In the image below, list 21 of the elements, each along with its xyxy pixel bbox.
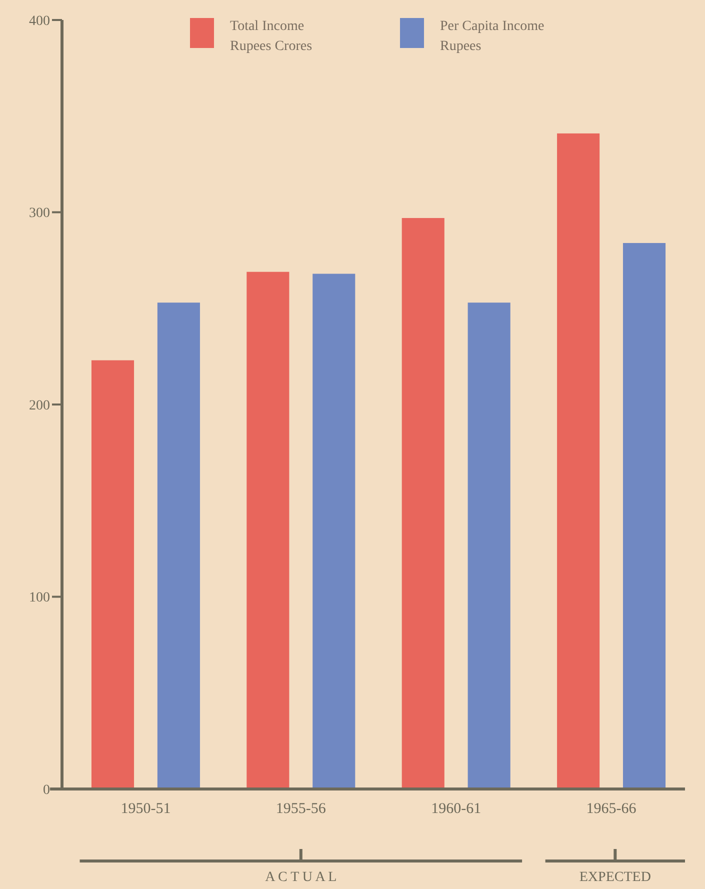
bar: [91, 360, 134, 789]
bar: [468, 302, 510, 789]
bar: [622, 243, 666, 789]
y-tick-label: 400: [29, 14, 50, 29]
text: A C T U A L: [265, 870, 337, 885]
bar: [402, 218, 444, 789]
text: EXPECTED: [579, 870, 651, 885]
bar: [557, 133, 600, 789]
legend-label: Per Capita Income Rupees: [440, 19, 544, 54]
y-tick-label: 100: [29, 590, 50, 606]
x-tick-label: 1960-61: [431, 801, 482, 817]
y-tick-label: 200: [29, 398, 50, 414]
x-tick-label: 1955-56: [276, 801, 326, 817]
bar: [157, 302, 200, 789]
legend-label: Total Income Rupees Crores: [230, 19, 312, 54]
y-tick-label: 0: [43, 782, 50, 798]
bar: [312, 274, 356, 789]
x-tick-label: 1950-51: [120, 801, 171, 817]
bar: [246, 272, 290, 789]
x-tick-label: 1965-66: [586, 801, 637, 817]
y-tick-label: 300: [29, 206, 50, 222]
